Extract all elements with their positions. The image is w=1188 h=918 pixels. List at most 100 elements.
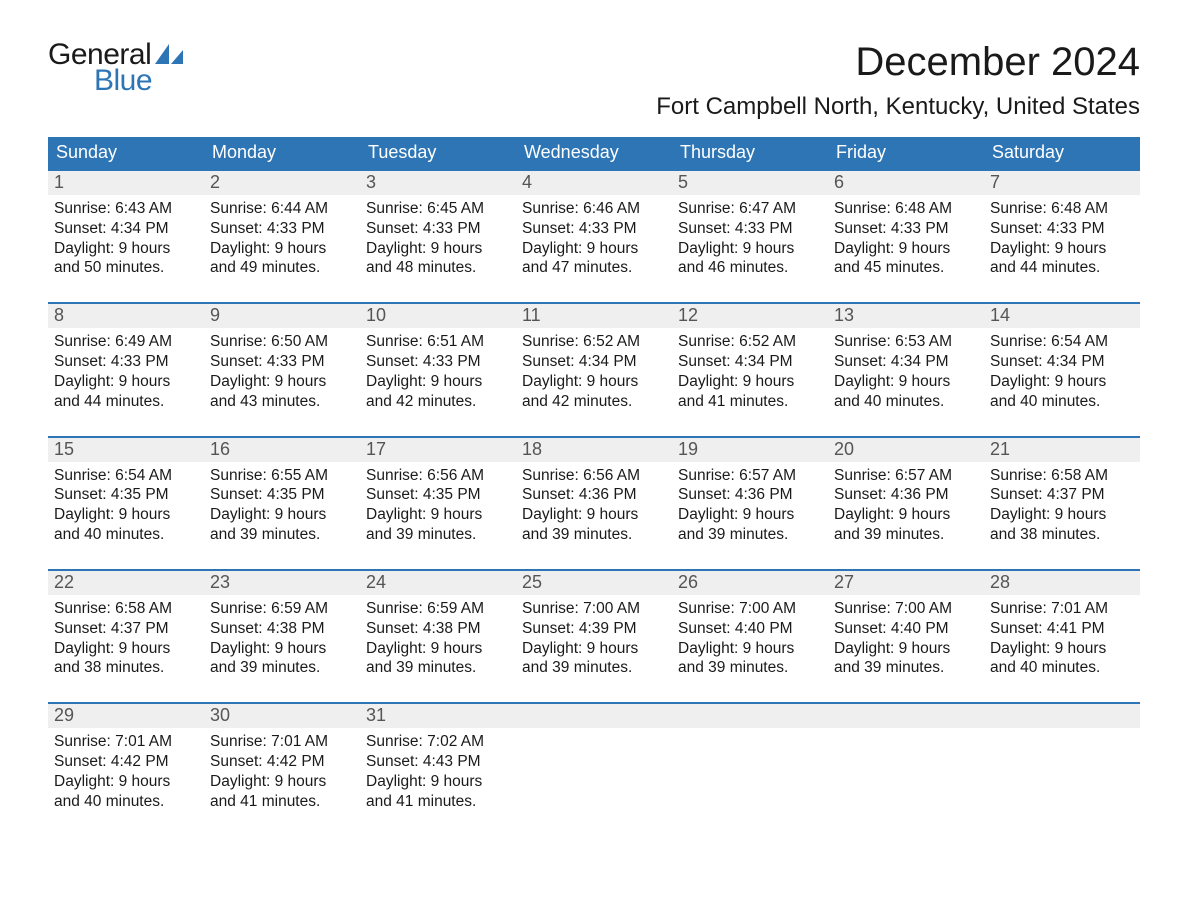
day-number: 21 [984, 438, 1140, 462]
daylight-line2: and 44 minutes. [54, 392, 198, 412]
calendar-day: 7Sunrise: 6:48 AMSunset: 4:33 PMDaylight… [984, 171, 1140, 280]
sunrise-text: Sunrise: 6:59 AM [366, 599, 510, 619]
sunset-text: Sunset: 4:35 PM [210, 485, 354, 505]
daylight-line1: Daylight: 9 hours [522, 239, 666, 259]
day-number: 30 [204, 704, 360, 728]
day-number: 1 [48, 171, 204, 195]
sunrise-text: Sunrise: 6:57 AM [834, 466, 978, 486]
daylight-line1: Daylight: 9 hours [522, 639, 666, 659]
logo-sail-icon [155, 44, 183, 64]
day-number: 31 [360, 704, 516, 728]
sunset-text: Sunset: 4:40 PM [834, 619, 978, 639]
calendar-day: 18Sunrise: 6:56 AMSunset: 4:36 PMDayligh… [516, 438, 672, 547]
day-details: Sunrise: 6:47 AMSunset: 4:33 PMDaylight:… [672, 195, 828, 280]
daylight-line2: and 38 minutes. [990, 525, 1134, 545]
day-details: Sunrise: 6:44 AMSunset: 4:33 PMDaylight:… [204, 195, 360, 280]
calendar-day: 13Sunrise: 6:53 AMSunset: 4:34 PMDayligh… [828, 304, 984, 413]
day-number: 27 [828, 571, 984, 595]
day-details: Sunrise: 7:01 AMSunset: 4:41 PMDaylight:… [984, 595, 1140, 680]
calendar-day: 22Sunrise: 6:58 AMSunset: 4:37 PMDayligh… [48, 571, 204, 680]
sunrise-text: Sunrise: 6:51 AM [366, 332, 510, 352]
calendar-day: 8Sunrise: 6:49 AMSunset: 4:33 PMDaylight… [48, 304, 204, 413]
calendar-day: 29Sunrise: 7:01 AMSunset: 4:42 PMDayligh… [48, 704, 204, 813]
day-number: 20 [828, 438, 984, 462]
sunrise-text: Sunrise: 7:01 AM [210, 732, 354, 752]
sunset-text: Sunset: 4:33 PM [210, 352, 354, 372]
day-of-week-label: Wednesday [516, 137, 672, 169]
daylight-line1: Daylight: 9 hours [54, 639, 198, 659]
day-details: Sunrise: 6:48 AMSunset: 4:33 PMDaylight:… [984, 195, 1140, 280]
day-details: Sunrise: 7:00 AMSunset: 4:40 PMDaylight:… [828, 595, 984, 680]
calendar-day: 6Sunrise: 6:48 AMSunset: 4:33 PMDaylight… [828, 171, 984, 280]
sunset-text: Sunset: 4:34 PM [678, 352, 822, 372]
day-details: Sunrise: 6:55 AMSunset: 4:35 PMDaylight:… [204, 462, 360, 547]
sunset-text: Sunset: 4:33 PM [54, 352, 198, 372]
sunrise-text: Sunrise: 6:52 AM [522, 332, 666, 352]
sunrise-text: Sunrise: 6:58 AM [990, 466, 1134, 486]
sunrise-text: Sunrise: 6:52 AM [678, 332, 822, 352]
day-details: Sunrise: 7:02 AMSunset: 4:43 PMDaylight:… [360, 728, 516, 813]
daylight-line2: and 39 minutes. [522, 525, 666, 545]
sunrise-text: Sunrise: 6:58 AM [54, 599, 198, 619]
logo: General Blue [48, 40, 183, 96]
sunset-text: Sunset: 4:33 PM [366, 219, 510, 239]
daylight-line2: and 39 minutes. [678, 658, 822, 678]
sunset-text: Sunset: 4:36 PM [834, 485, 978, 505]
sunset-text: Sunset: 4:33 PM [366, 352, 510, 372]
logo-text-bottom: Blue [94, 66, 183, 96]
day-details: Sunrise: 6:54 AMSunset: 4:34 PMDaylight:… [984, 328, 1140, 413]
day-number: 28 [984, 571, 1140, 595]
day-details: Sunrise: 6:52 AMSunset: 4:34 PMDaylight:… [516, 328, 672, 413]
calendar-day: 16Sunrise: 6:55 AMSunset: 4:35 PMDayligh… [204, 438, 360, 547]
calendar-day: 27Sunrise: 7:00 AMSunset: 4:40 PMDayligh… [828, 571, 984, 680]
sunset-text: Sunset: 4:34 PM [834, 352, 978, 372]
daylight-line1: Daylight: 9 hours [54, 772, 198, 792]
calendar-day: 14Sunrise: 6:54 AMSunset: 4:34 PMDayligh… [984, 304, 1140, 413]
daylight-line1: Daylight: 9 hours [990, 639, 1134, 659]
daylight-line1: Daylight: 9 hours [522, 505, 666, 525]
day-number: 11 [516, 304, 672, 328]
day-details: Sunrise: 6:48 AMSunset: 4:33 PMDaylight:… [828, 195, 984, 280]
day-details: Sunrise: 6:59 AMSunset: 4:38 PMDaylight:… [360, 595, 516, 680]
daylight-line1: Daylight: 9 hours [990, 505, 1134, 525]
calendar-day: 11Sunrise: 6:52 AMSunset: 4:34 PMDayligh… [516, 304, 672, 413]
daylight-line2: and 47 minutes. [522, 258, 666, 278]
day-number: 5 [672, 171, 828, 195]
day-details: Sunrise: 6:43 AMSunset: 4:34 PMDaylight:… [48, 195, 204, 280]
location: Fort Campbell North, Kentucky, United St… [656, 93, 1140, 121]
sunset-text: Sunset: 4:33 PM [210, 219, 354, 239]
sunrise-text: Sunrise: 6:50 AM [210, 332, 354, 352]
sunrise-text: Sunrise: 6:54 AM [54, 466, 198, 486]
day-number: 23 [204, 571, 360, 595]
calendar-day [828, 704, 984, 813]
sunset-text: Sunset: 4:41 PM [990, 619, 1134, 639]
daylight-line2: and 40 minutes. [990, 392, 1134, 412]
daylight-line2: and 39 minutes. [678, 525, 822, 545]
daylight-line1: Daylight: 9 hours [366, 505, 510, 525]
sunset-text: Sunset: 4:42 PM [210, 752, 354, 772]
day-details: Sunrise: 6:54 AMSunset: 4:35 PMDaylight:… [48, 462, 204, 547]
daylight-line2: and 39 minutes. [366, 658, 510, 678]
sunrise-text: Sunrise: 7:00 AM [678, 599, 822, 619]
sunrise-text: Sunrise: 6:45 AM [366, 199, 510, 219]
daylight-line2: and 44 minutes. [990, 258, 1134, 278]
day-details: Sunrise: 6:58 AMSunset: 4:37 PMDaylight:… [984, 462, 1140, 547]
daylight-line1: Daylight: 9 hours [366, 372, 510, 392]
day-number: 8 [48, 304, 204, 328]
daylight-line1: Daylight: 9 hours [834, 239, 978, 259]
day-number: 3 [360, 171, 516, 195]
daylight-line1: Daylight: 9 hours [210, 372, 354, 392]
daylight-line1: Daylight: 9 hours [210, 772, 354, 792]
daylight-line2: and 39 minutes. [834, 658, 978, 678]
daylight-line1: Daylight: 9 hours [54, 505, 198, 525]
day-details: Sunrise: 6:53 AMSunset: 4:34 PMDaylight:… [828, 328, 984, 413]
daylight-line2: and 40 minutes. [54, 525, 198, 545]
day-number: 24 [360, 571, 516, 595]
sunset-text: Sunset: 4:37 PM [54, 619, 198, 639]
daylight-line2: and 43 minutes. [210, 392, 354, 412]
calendar-day: 20Sunrise: 6:57 AMSunset: 4:36 PMDayligh… [828, 438, 984, 547]
daylight-line2: and 48 minutes. [366, 258, 510, 278]
sunrise-text: Sunrise: 6:43 AM [54, 199, 198, 219]
calendar-day: 1Sunrise: 6:43 AMSunset: 4:34 PMDaylight… [48, 171, 204, 280]
calendar-day [516, 704, 672, 813]
